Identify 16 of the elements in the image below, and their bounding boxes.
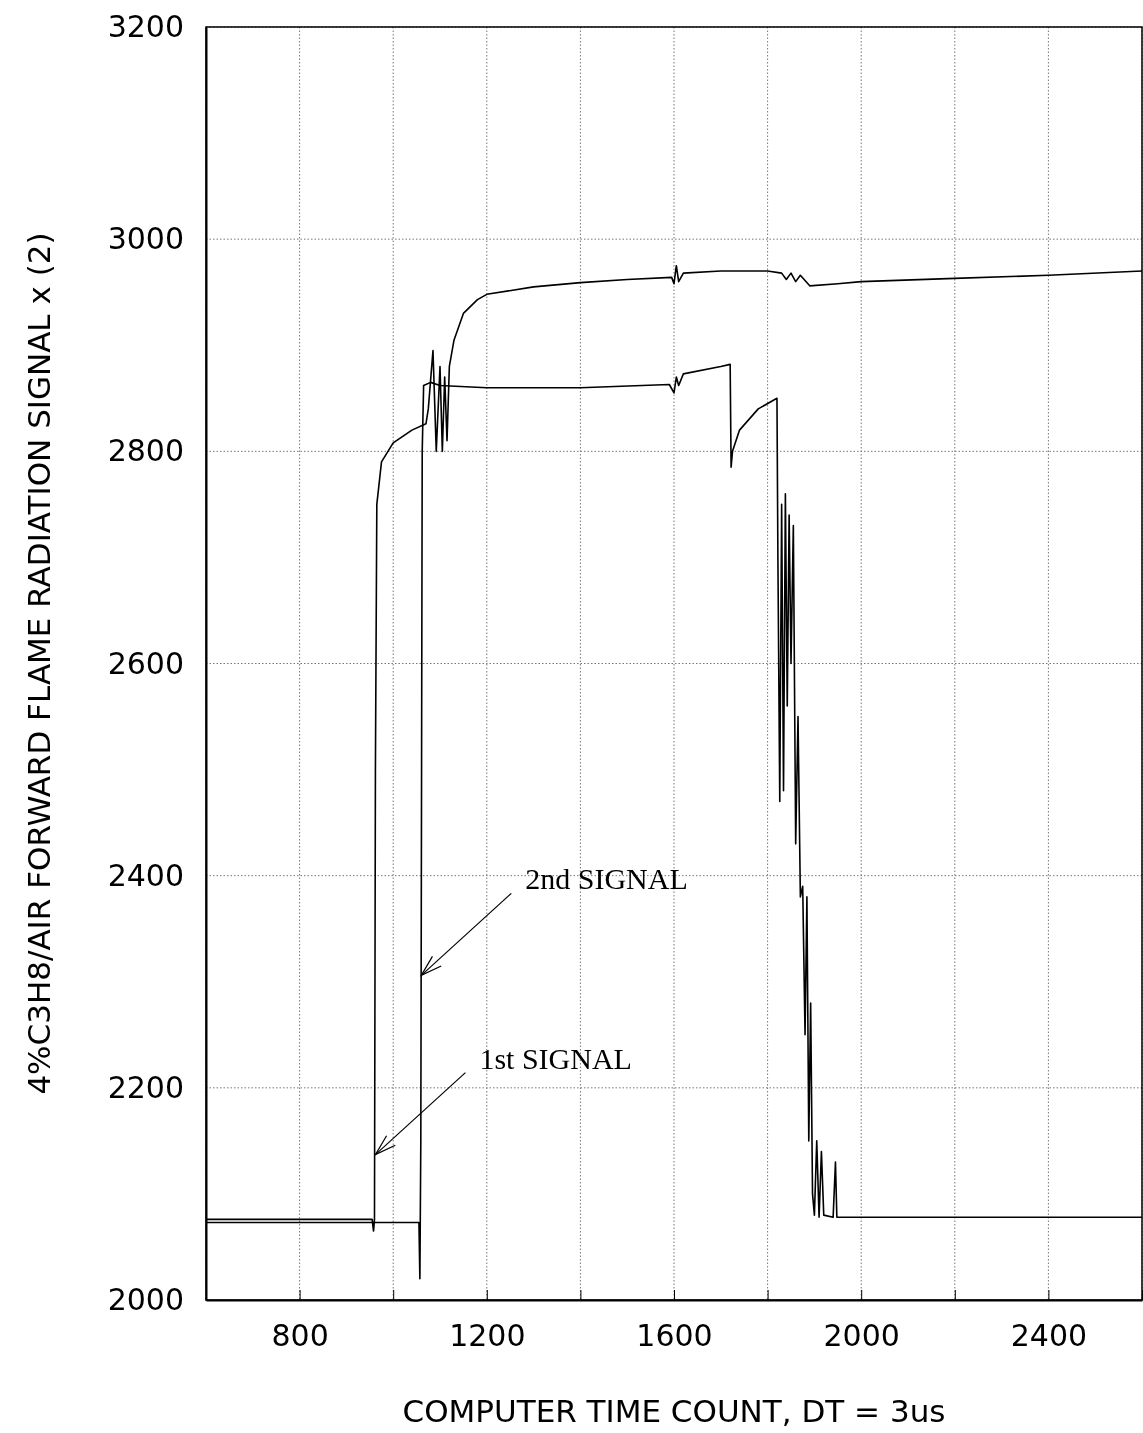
y-tick-label: 2400 — [107, 857, 184, 893]
y-tick-label: 2000 — [107, 1282, 184, 1318]
annotation: 2nd SIGNAL — [525, 862, 688, 896]
x-tick-label: 1600 — [636, 1318, 713, 1353]
x-tick-label: 800 — [271, 1318, 329, 1353]
y-tick-label: 2600 — [107, 645, 184, 681]
y-axis-title: 4%C3H8/AIR FORWARD FLAME RADIATION SIGNAL x (2) — [21, 232, 57, 1095]
x-tick-label: 2400 — [1010, 1318, 1088, 1353]
x-axis-title: COMPUTER TIME COUNT, DT = 3us — [402, 1393, 946, 1429]
y-tick-label: 3200 — [107, 9, 184, 45]
annotation: 1st SIGNAL — [479, 1041, 632, 1075]
y-tick-label: 2800 — [107, 433, 184, 469]
y-tick-label: 3000 — [107, 221, 184, 257]
x-tick-label: 1200 — [449, 1318, 526, 1353]
x-tick-label: 2000 — [823, 1318, 900, 1353]
y-tick-label: 2200 — [107, 1069, 184, 1105]
